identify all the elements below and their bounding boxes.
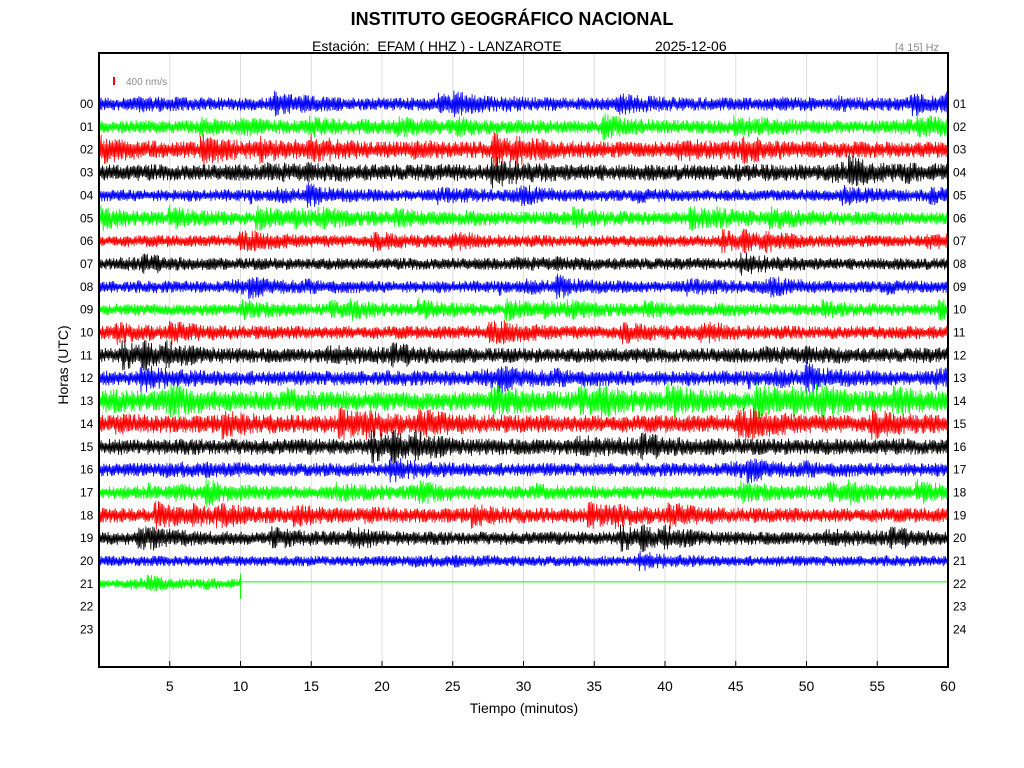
- date-label: 2025-12-06: [655, 38, 727, 54]
- seismic-trace-hour-09: [98, 297, 948, 322]
- right-hour-label: 15: [953, 417, 967, 431]
- left-hour-label: 00: [80, 97, 94, 111]
- x-tick-label: 20: [374, 678, 390, 694]
- right-hour-label: 02: [953, 120, 967, 134]
- seismic-trace-hour-01: [98, 111, 948, 141]
- seismic-trace-hour-11: [98, 340, 948, 371]
- right-hour-label: 23: [953, 600, 967, 614]
- x-tick-label: 40: [657, 678, 673, 694]
- right-hour-label: 16: [953, 440, 967, 454]
- right-hour-label: 12: [953, 348, 967, 362]
- seismic-trace-hour-07: [98, 252, 948, 276]
- x-tick-label: 5: [166, 678, 174, 694]
- x-tick-label: 60: [940, 678, 956, 694]
- right-hour-label: 17: [953, 463, 967, 477]
- right-hour-label: 06: [953, 211, 967, 225]
- x-axis-label: Tiempo (minutos): [469, 700, 579, 716]
- right-hour-label: 14: [953, 394, 967, 408]
- seismic-trace-hour-19: [98, 524, 948, 553]
- left-hour-label: 18: [80, 508, 94, 522]
- seismic-trace-hour-12: [98, 361, 948, 394]
- left-hour-label: 04: [80, 188, 94, 202]
- left-hour-label: 11: [80, 348, 93, 362]
- right-hour-label: 07: [953, 234, 967, 248]
- seismic-trace-hour-15: [98, 429, 948, 464]
- left-hour-label: 05: [80, 211, 94, 225]
- x-tick-label: 10: [233, 678, 249, 694]
- left-hour-label: 22: [80, 600, 94, 614]
- right-hour-label: 24: [953, 623, 967, 637]
- right-hour-label: 10: [953, 303, 967, 317]
- seismic-trace-hour-10: [98, 320, 948, 345]
- right-hour-label: 19: [953, 508, 967, 522]
- x-tick-label: 50: [799, 678, 815, 694]
- seismic-trace-hour-17: [98, 478, 948, 508]
- right-hour-label: 01: [953, 97, 967, 111]
- left-hour-label: 16: [80, 463, 94, 477]
- left-hour-label: 07: [80, 257, 94, 271]
- left-hour-label: 12: [80, 371, 94, 385]
- seismic-trace-hour-00: [98, 90, 948, 118]
- x-tick-label: 25: [445, 678, 461, 694]
- right-hour-label: 21: [953, 554, 967, 568]
- left-hour-label: 13: [80, 394, 94, 408]
- seismic-trace-hour-21: [98, 574, 241, 592]
- chart-title: INSTITUTO GEOGRÁFICO NACIONAL: [350, 9, 674, 29]
- left-hour-label: 21: [80, 577, 94, 591]
- left-hour-label: 23: [80, 623, 94, 637]
- seismic-trace-hour-08: [98, 273, 948, 300]
- x-tick-label: 30: [516, 678, 532, 694]
- seismic-trace-hour-16: [98, 456, 948, 484]
- left-hour-label: 19: [80, 531, 94, 545]
- station-label: Estación: EFAM ( HHZ ) - LANZAROTE: [312, 38, 562, 54]
- seismic-trace-hour-20: [98, 550, 948, 572]
- x-tick-label: 55: [869, 678, 885, 694]
- left-hour-label: 06: [80, 234, 94, 248]
- left-hour-label: 20: [80, 554, 94, 568]
- right-hour-label: 22: [953, 577, 967, 591]
- left-hour-label: 03: [80, 166, 94, 180]
- right-hour-label: 08: [953, 257, 967, 271]
- left-hour-label: 08: [80, 280, 94, 294]
- right-hour-label: 04: [953, 166, 967, 180]
- right-hour-label: 09: [953, 280, 967, 294]
- right-hour-label: 05: [953, 188, 967, 202]
- left-hour-label: 01: [80, 120, 94, 134]
- right-hour-label: 18: [953, 485, 967, 499]
- right-hour-label: 13: [953, 371, 967, 385]
- right-hour-label: 11: [953, 326, 966, 340]
- left-hour-label: 10: [80, 326, 94, 340]
- x-tick-label: 15: [303, 678, 319, 694]
- x-tick-label: 35: [586, 678, 602, 694]
- left-hour-label: 09: [80, 303, 94, 317]
- left-hour-label: 15: [80, 440, 94, 454]
- scale-label: 400 nm/s: [126, 77, 167, 88]
- seismic-trace-hour-03: [98, 155, 948, 189]
- filter-band-label: [4 15] Hz: [895, 42, 940, 54]
- seismic-trace-hour-14: [98, 407, 948, 441]
- seismic-trace-hour-04: [98, 182, 948, 208]
- seismic-trace-hour-06: [98, 228, 948, 254]
- seismic-trace-hour-13: [98, 381, 948, 420]
- seismic-trace-hour-02: [98, 132, 948, 167]
- right-hour-label: 03: [953, 143, 967, 157]
- seismic-trace-hour-05: [98, 204, 948, 232]
- left-hour-label: 02: [80, 143, 94, 157]
- seismic-trace-hour-18: [98, 500, 948, 530]
- right-hour-label: 20: [953, 531, 967, 545]
- left-hour-label: 14: [80, 417, 94, 431]
- left-hour-label: 17: [80, 485, 94, 499]
- x-tick-label: 45: [728, 678, 744, 694]
